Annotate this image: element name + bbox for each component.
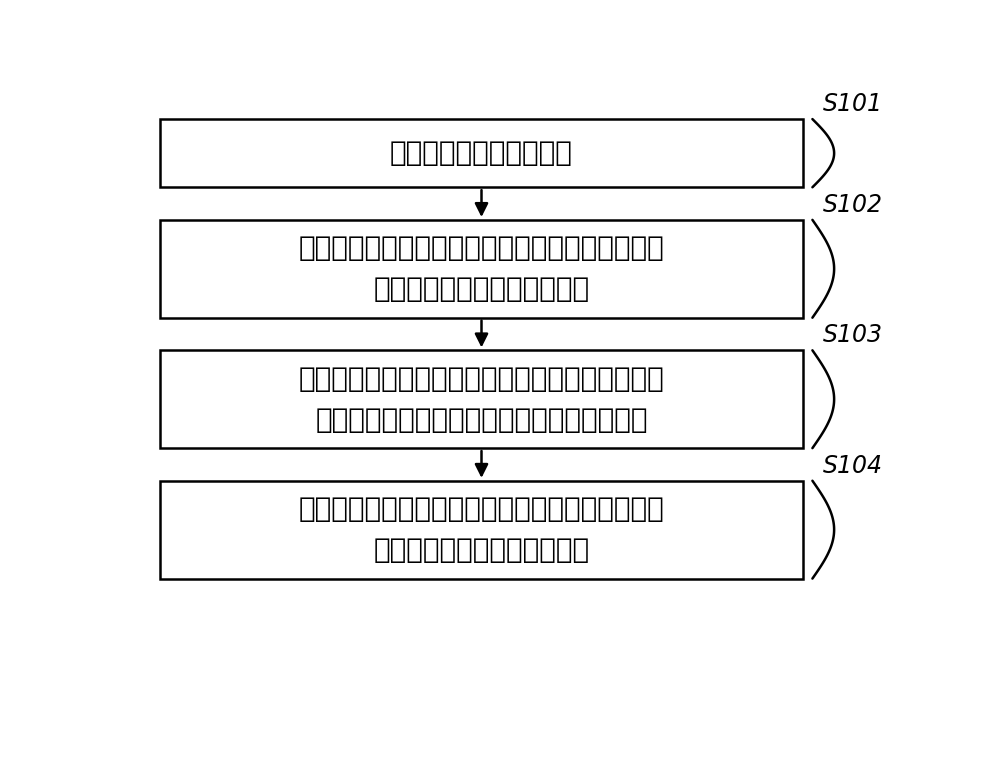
Text: 根据当前帧的电池的平均温度与前一帧的电池的平
均温度的高低关系，确定电池温度的变化模式: 根据当前帧的电池的平均温度与前一帧的电池的平 均温度的高低关系，确定电池温度的变… (299, 365, 664, 434)
Text: S102: S102 (823, 193, 883, 217)
Text: 根据变化模式，确定电池温度为当前帧的电池的平
均温度、最高温度或最低温度: 根据变化模式，确定电池温度为当前帧的电池的平 均温度、最高温度或最低温度 (299, 495, 664, 564)
Text: S101: S101 (823, 92, 883, 116)
Bar (160, 220, 803, 318)
Bar (160, 350, 803, 448)
Text: S103: S103 (823, 323, 883, 347)
Text: 接收当前帧电池温度信号: 接收当前帧电池温度信号 (390, 139, 573, 167)
Bar (160, 119, 803, 187)
Text: 根据当前帧电池温度信号，获取当前帧的电池的平
均温度、最高温度和最低温度: 根据当前帧电池温度信号，获取当前帧的电池的平 均温度、最高温度和最低温度 (299, 234, 664, 303)
Bar (160, 480, 803, 578)
Text: S104: S104 (823, 454, 883, 477)
